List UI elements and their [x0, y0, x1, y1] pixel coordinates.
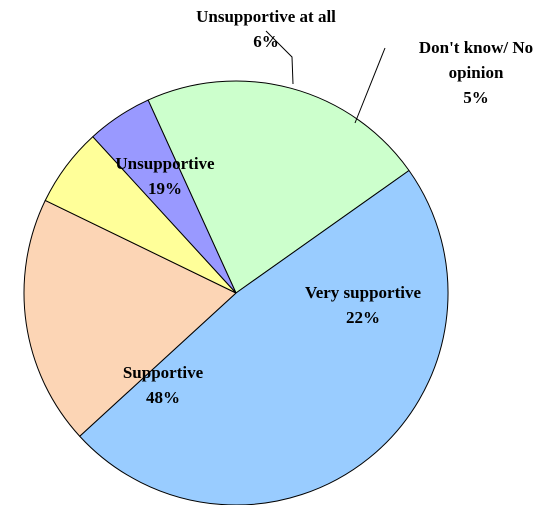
slice-label-don-t-know-no-opinion-line-2: opinion [449, 63, 504, 82]
pie-slice-supportive [79, 169, 449, 505]
pie-slice-don-t-know-no-opinion [92, 99, 237, 294]
slice-label-very-supportive: Very supportive [305, 283, 421, 302]
slice-value-very-supportive: 22% [346, 308, 380, 327]
pie-slice-very-supportive [147, 80, 410, 294]
slice-labels: Very supportive 22% Supportive 48% Unsupport… [115, 7, 533, 407]
slice-value-unsupportive-at-all: 6% [253, 32, 279, 51]
slice-value-unsupportive: 19% [148, 179, 182, 198]
leader-line-unsupportive-at-all [265, 30, 294, 85]
slice-label-don-t-know-no-opinion-line-1: Don't know/ No [419, 38, 533, 57]
leader-line-don-t-know-no-opinion [354, 47, 386, 124]
slice-label-unsupportive: Unsupportive [115, 154, 215, 173]
slice-value-don-t-know-no-opinion: 5% [463, 88, 489, 107]
pie-slices [23, 80, 449, 505]
slice-label-supportive: Supportive [123, 363, 204, 382]
slice-value-supportive: 48% [146, 388, 180, 407]
slice-label-unsupportive-at-all: Unsupportive at all [196, 7, 336, 26]
leader-lines [265, 30, 386, 124]
pie-slice-unsupportive [23, 199, 237, 437]
